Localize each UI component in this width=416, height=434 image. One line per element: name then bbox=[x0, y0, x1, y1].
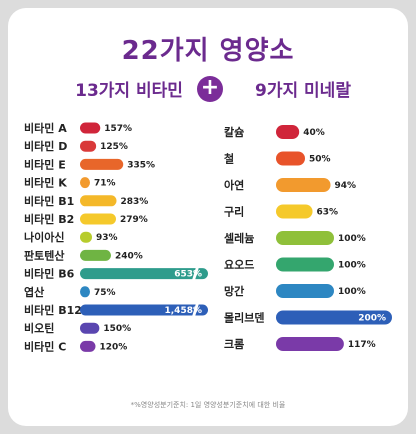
value-label: 200% bbox=[358, 314, 386, 324]
category-label: 엽산 bbox=[24, 285, 44, 299]
category-label: 나이아신 bbox=[24, 230, 64, 244]
category-label: 비오틴 bbox=[24, 321, 54, 335]
value-label: 157% bbox=[104, 124, 132, 134]
vitamin-chart: 비타민 A 157% 비타민 D 125% 비타민 E 335% 비타민 K 71% 비타민 B… bbox=[24, 121, 208, 353]
value-label: 120% bbox=[99, 342, 127, 352]
value-label: 240% bbox=[115, 251, 143, 261]
axis-break-mark bbox=[192, 267, 199, 281]
bar bbox=[80, 213, 116, 225]
category-label: 철 bbox=[224, 152, 234, 166]
bar bbox=[80, 304, 208, 316]
category-label: 망간 bbox=[224, 284, 244, 298]
bar bbox=[80, 322, 100, 334]
bar bbox=[276, 125, 300, 139]
bar bbox=[276, 231, 334, 245]
bar bbox=[80, 268, 208, 280]
category-label: 크롬 bbox=[224, 338, 244, 351]
minerals-heading: 9가지 미네랄 bbox=[255, 81, 351, 101]
value-label: 150% bbox=[103, 324, 131, 334]
value-label: 100% bbox=[338, 234, 366, 244]
category-label: 비타민 C bbox=[24, 339, 66, 353]
page-title: 22가지 영양소 bbox=[121, 36, 295, 66]
value-label: 50% bbox=[309, 155, 331, 165]
value-label: 100% bbox=[338, 287, 366, 297]
category-label: 칼슘 bbox=[224, 126, 244, 139]
value-label: 283% bbox=[121, 197, 149, 207]
value-label: 117% bbox=[348, 340, 376, 350]
value-label: 71% bbox=[94, 179, 116, 189]
bar bbox=[80, 195, 117, 207]
category-label: 비타민 B1 bbox=[24, 194, 74, 208]
bar bbox=[80, 158, 124, 170]
bar bbox=[276, 337, 344, 351]
bar bbox=[276, 204, 313, 219]
category-label: 몰리브덴 bbox=[224, 311, 264, 325]
vitamins-heading: 13가지 비타민 bbox=[75, 81, 183, 101]
value-label: 75% bbox=[94, 288, 116, 298]
bar bbox=[80, 286, 90, 298]
footnote: *%영양성분기준치: 1일 영양성분기준치에 대한 비율 bbox=[130, 401, 286, 409]
category-label: 요오드 bbox=[224, 259, 254, 272]
bar bbox=[80, 177, 90, 189]
bar bbox=[276, 284, 334, 298]
bar bbox=[276, 257, 334, 272]
bar bbox=[80, 122, 101, 134]
bar bbox=[80, 140, 97, 152]
value-label: 100% bbox=[338, 261, 366, 271]
category-label: 판토텐산 bbox=[24, 248, 64, 262]
category-label: 비타민 E bbox=[24, 157, 66, 171]
bar bbox=[80, 340, 96, 352]
category-label: 셀레늄 bbox=[224, 231, 254, 245]
value-label: 653% bbox=[174, 270, 202, 280]
bar bbox=[276, 151, 305, 166]
category-label: 비타민 K bbox=[24, 176, 67, 190]
mineral-chart: 칼슘 40% 철 50% 아연 94% 구리 63% 셀레늄 100% 요오드 100% 망간 100% 몰… bbox=[224, 125, 392, 351]
category-label: 아연 bbox=[224, 178, 244, 192]
value-label: 125% bbox=[100, 142, 128, 152]
category-label: 비타민 B12 bbox=[24, 303, 82, 317]
category-label: 비타민 A bbox=[24, 121, 67, 135]
value-label: 1,458% bbox=[165, 306, 203, 316]
value-label: 94% bbox=[335, 181, 357, 191]
axis-break-mark bbox=[192, 303, 199, 317]
category-label: 비타민 D bbox=[24, 139, 67, 153]
category-label: 구리 bbox=[224, 205, 244, 219]
bar bbox=[276, 178, 331, 192]
value-label: 93% bbox=[96, 233, 118, 243]
bar bbox=[276, 310, 392, 325]
plus-icon: + bbox=[197, 76, 223, 102]
value-label: 279% bbox=[120, 215, 148, 225]
bar bbox=[80, 231, 92, 243]
bar bbox=[80, 249, 111, 261]
value-label: 40% bbox=[303, 128, 325, 138]
category-label: 비타민 B2 bbox=[24, 212, 74, 226]
value-label: 63% bbox=[317, 208, 339, 218]
category-label: 비타민 B6 bbox=[24, 267, 75, 281]
value-label: 335% bbox=[127, 160, 155, 170]
